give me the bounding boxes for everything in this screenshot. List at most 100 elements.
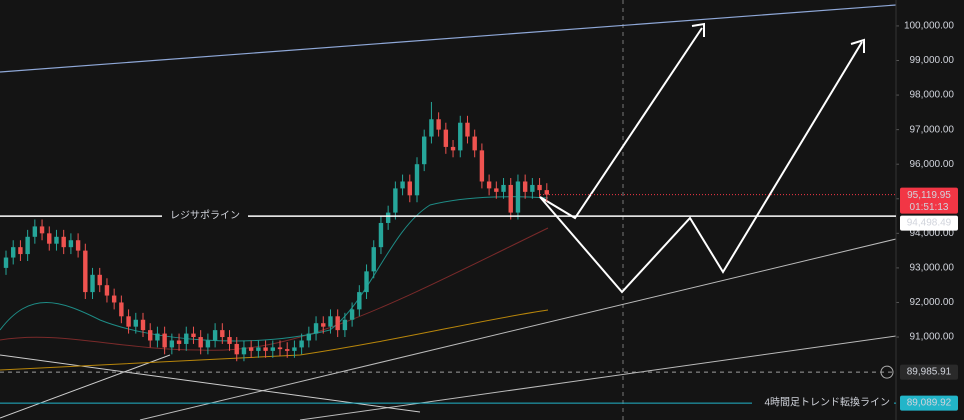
y-tick-label: 91,000.00 bbox=[910, 332, 955, 343]
price-label-box bbox=[900, 187, 958, 214]
candle-body bbox=[248, 347, 254, 351]
candle-body bbox=[90, 274, 95, 293]
candle-body bbox=[472, 136, 477, 151]
price-label-box bbox=[900, 215, 958, 231]
countdown-label: 01:51:13 bbox=[910, 202, 949, 213]
moving-average bbox=[0, 196, 549, 342]
candle-body bbox=[241, 347, 247, 355]
candle-body bbox=[436, 119, 441, 130]
candle-body bbox=[486, 181, 492, 189]
candle-body bbox=[285, 349, 290, 351]
candle-body bbox=[119, 302, 124, 317]
candle-body bbox=[111, 295, 117, 303]
trend-line bbox=[139, 238, 897, 420]
candle-body bbox=[364, 271, 369, 293]
candle-body bbox=[450, 146, 456, 151]
candle-body bbox=[176, 340, 182, 344]
trend-line bbox=[0, 354, 171, 419]
candle-body bbox=[422, 136, 427, 165]
y-tick-label: 98,000.00 bbox=[910, 90, 955, 101]
candle-body bbox=[429, 119, 434, 137]
candle-body bbox=[292, 347, 297, 351]
price-label: 89,985.91 bbox=[907, 367, 952, 378]
candle-body bbox=[205, 340, 211, 348]
candle-body bbox=[32, 226, 38, 237]
y-tick-label: 96,000.00 bbox=[910, 159, 955, 170]
y-tick-label: 100,000.00 bbox=[904, 21, 954, 32]
candle-body bbox=[407, 181, 412, 196]
candle-body bbox=[220, 330, 225, 338]
candle-body bbox=[515, 181, 521, 213]
candle-body bbox=[155, 333, 160, 341]
y-tick-label: 93,000.00 bbox=[910, 263, 955, 274]
candle-body bbox=[184, 333, 189, 344]
candle-body bbox=[39, 226, 45, 234]
candle-body bbox=[494, 188, 499, 192]
moving-average bbox=[0, 309, 549, 371]
y-tick-label: 97,000.00 bbox=[910, 124, 955, 135]
candle-body bbox=[234, 343, 239, 355]
candle-body bbox=[227, 337, 232, 344]
line-label: 4時間足トレンド転換ライン bbox=[764, 397, 890, 409]
candle-body bbox=[306, 333, 312, 341]
arrow-path bbox=[539, 27, 703, 220]
candle-body bbox=[54, 236, 59, 244]
trend-line bbox=[0, 354, 421, 413]
candle-body bbox=[18, 247, 23, 255]
candle-body bbox=[198, 337, 203, 348]
line-label: レジサポライン bbox=[170, 210, 240, 222]
candle-body bbox=[335, 316, 340, 331]
candle-body bbox=[458, 122, 463, 151]
candle-body bbox=[104, 285, 110, 296]
candle-body bbox=[342, 319, 348, 331]
candle-body bbox=[133, 319, 138, 327]
candle-body bbox=[385, 212, 391, 223]
candle-body bbox=[212, 330, 218, 341]
candle-body bbox=[61, 236, 66, 248]
candle-body bbox=[263, 347, 268, 351]
candle-body bbox=[371, 247, 376, 272]
candle-body bbox=[256, 347, 261, 351]
candle-body bbox=[313, 323, 319, 334]
price-label: 94,498.49 bbox=[907, 218, 952, 229]
candle-body bbox=[97, 274, 102, 286]
candle-body bbox=[3, 257, 9, 268]
candle-body bbox=[148, 330, 153, 341]
candle-body bbox=[47, 233, 52, 244]
add-button[interactable] bbox=[880, 365, 894, 379]
candle-body bbox=[501, 184, 506, 192]
candle-body bbox=[68, 240, 74, 248]
candle-body bbox=[537, 184, 542, 191]
arrow-head bbox=[691, 22, 705, 37]
y-tick-label: 99,000.00 bbox=[910, 55, 955, 66]
line-label-bg bbox=[162, 209, 248, 224]
candle-body bbox=[140, 319, 146, 331]
candle-body bbox=[443, 129, 449, 147]
candle-body bbox=[508, 184, 513, 213]
trend-line bbox=[0, 4, 897, 73]
moving-average bbox=[0, 227, 549, 351]
candle-body bbox=[414, 164, 420, 196]
candle-body bbox=[162, 333, 167, 348]
price-label: 95,119.95 bbox=[907, 190, 951, 201]
candle-body bbox=[75, 240, 81, 251]
candle-body bbox=[328, 316, 333, 327]
trend-line bbox=[299, 335, 897, 420]
price-label-box bbox=[900, 395, 958, 411]
arrow-path bbox=[539, 41, 863, 294]
candle-body bbox=[270, 347, 275, 351]
candle-body bbox=[400, 181, 405, 189]
candle-body bbox=[11, 247, 16, 258]
candle-body bbox=[544, 190, 549, 195]
candle-body bbox=[357, 292, 362, 310]
candle-body bbox=[393, 188, 398, 213]
y-tick-label: 92,000.00 bbox=[910, 297, 955, 308]
candle-body bbox=[126, 316, 131, 327]
price-label-box bbox=[900, 364, 958, 380]
candle-body bbox=[83, 250, 88, 293]
candle-body bbox=[191, 333, 196, 338]
candle-body bbox=[522, 181, 528, 192]
candle-body bbox=[277, 347, 283, 350]
